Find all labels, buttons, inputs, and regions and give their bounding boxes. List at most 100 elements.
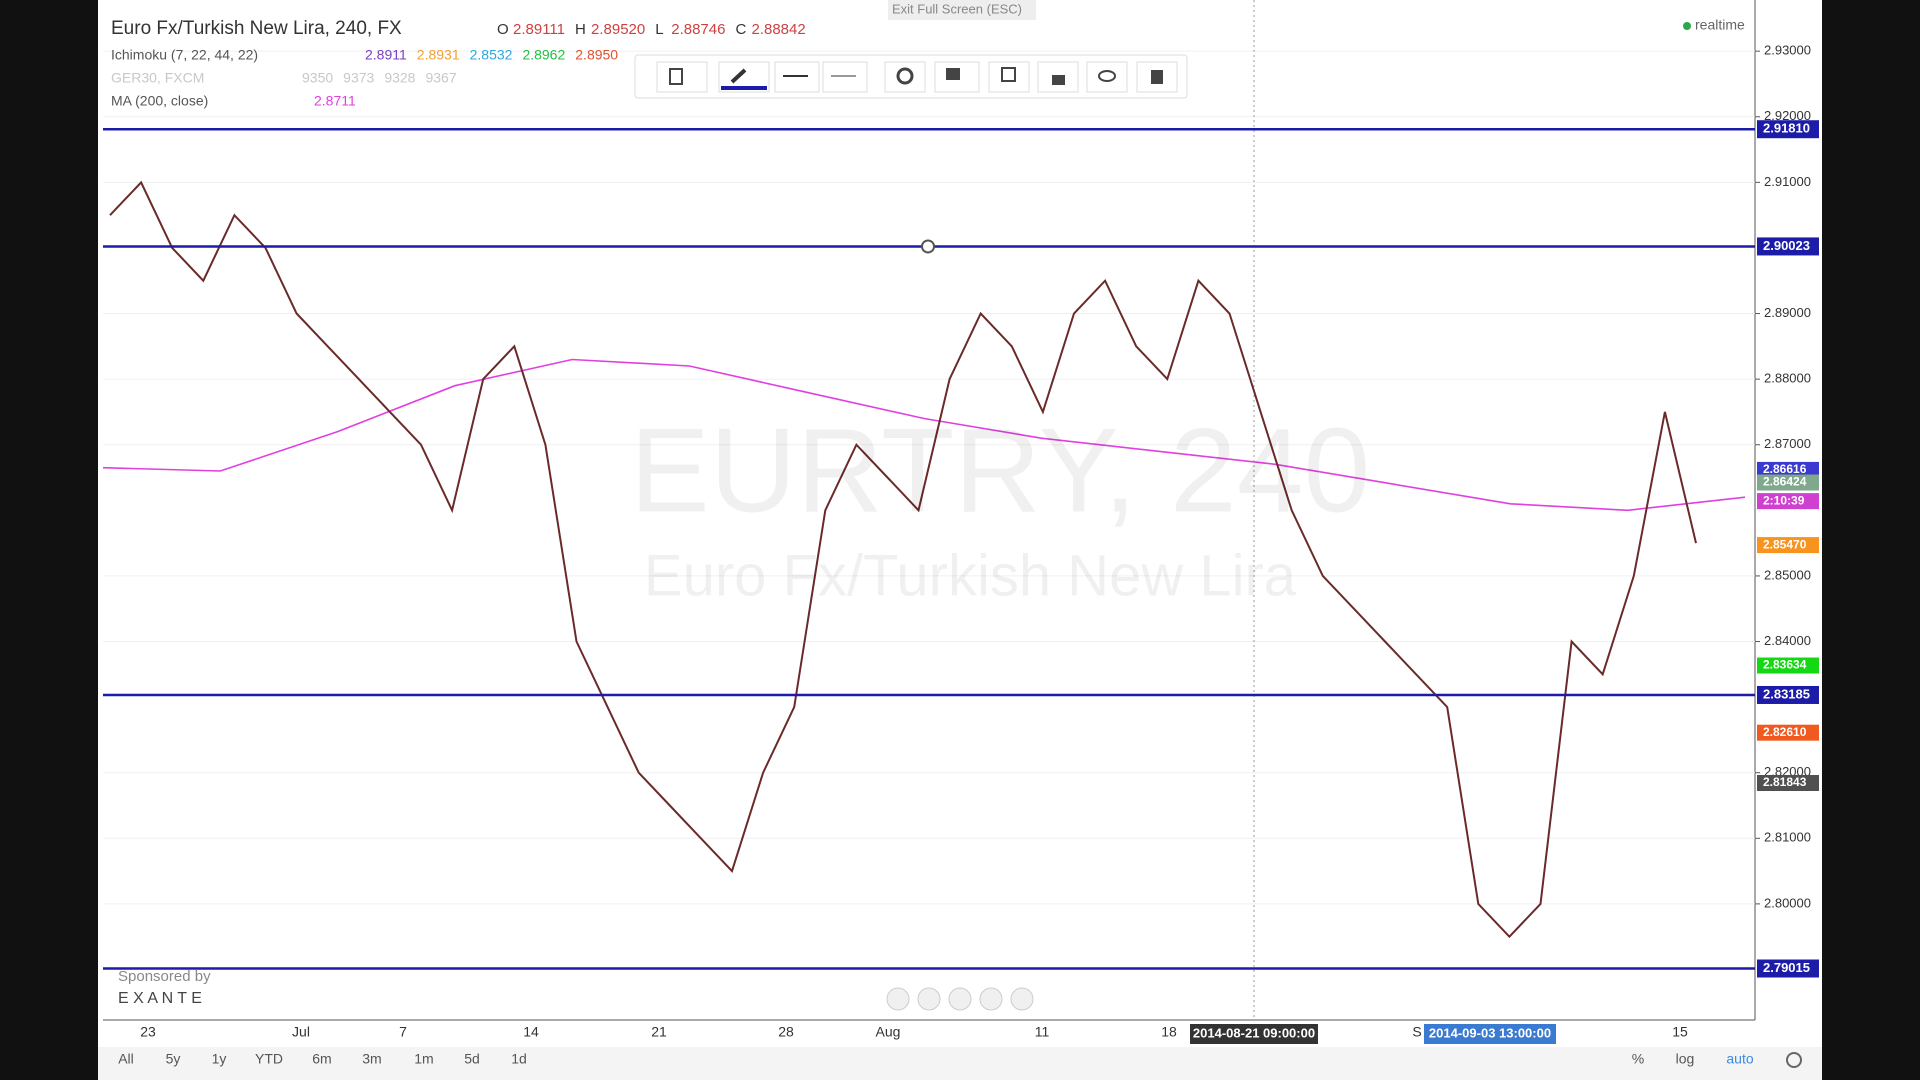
range-button[interactable]: YTD: [255, 1051, 283, 1067]
indicator-value: 9367: [425, 70, 456, 86]
scroll-right[interactable]: [1010, 987, 1034, 1011]
y-tick-label: 2.81000: [1764, 830, 1811, 845]
symbol-title: Euro Fx/Turkish New Lira, 240, FX: [111, 18, 402, 39]
nav-controls: [886, 987, 1034, 1011]
indicators: Ichimoku (7, 22, 44, 22) 2.8911 2.8931 2.85…: [111, 47, 618, 109]
ohlc: O 2.89111 H 2.89520 L 2.88746 C 2.88842: [497, 21, 806, 38]
visibility-btn[interactable]: [934, 61, 980, 93]
zoom-out[interactable]: [917, 987, 941, 1011]
indicator-value: 2.8532: [470, 47, 513, 63]
zoom-in[interactable]: [979, 987, 1003, 1011]
x-tick-label: 23: [140, 1024, 156, 1040]
indicator-name: GER30, FXCM: [111, 70, 204, 86]
exit-fullscreen[interactable]: Exit Full Screen (ESC): [892, 1, 1022, 16]
icon: [946, 68, 960, 80]
x-tick-label: 21: [651, 1024, 667, 1040]
ohlc-key: L: [655, 21, 663, 38]
price-badge: 2.82610: [1763, 725, 1807, 739]
x-tick-label: 7: [399, 1024, 407, 1040]
indicator-name: Ichimoku (7, 22, 44, 22): [111, 47, 258, 63]
watermark: Euro Fx/Turkish New Lira: [644, 543, 1297, 608]
ohlc-value: 2.89111: [513, 21, 565, 38]
crosshair-time-bg: [1190, 1024, 1318, 1044]
y-tick-label: 2.84000: [1764, 633, 1811, 648]
ohlc-key: H: [575, 21, 586, 38]
indicator-value: 2.8911: [365, 47, 407, 63]
y-tick-label: 2.93000: [1764, 43, 1811, 58]
price-badge: 2:10:39: [1763, 493, 1805, 507]
price-badge-bg: [1757, 775, 1819, 792]
icon: [896, 67, 914, 85]
range-button[interactable]: 1d: [511, 1051, 527, 1067]
x-tick-label: 14: [523, 1024, 539, 1040]
price-badge-bg: [1757, 537, 1819, 554]
crosshair-time: 2014-09-03 13:00:00: [1429, 1025, 1551, 1040]
range-button[interactable]: 5y: [166, 1051, 181, 1067]
price-badge-bg: [1757, 461, 1819, 478]
range-button[interactable]: 1y: [212, 1051, 227, 1067]
range-button[interactable]: 1m: [414, 1051, 433, 1067]
hide-btn[interactable]: [1086, 61, 1128, 93]
bottom-bar: [98, 1047, 1822, 1080]
y-tick-label: 2.85000: [1764, 567, 1811, 582]
clone-btn[interactable]: [988, 61, 1030, 93]
ma-series: [102, 358, 1746, 512]
range-bar: All 5y 1y YTD 6m 3m 1m 5d 1d% log auto: [118, 1051, 1802, 1068]
range-button[interactable]: 5d: [464, 1051, 480, 1067]
y-tick-label: 2.89000: [1764, 305, 1811, 320]
x-tick-label: Jul: [292, 1024, 310, 1040]
x-tick-label: 11: [1035, 1024, 1050, 1040]
y-tick-label: 2.92000: [1764, 108, 1811, 123]
price-badge-bg: [1757, 724, 1819, 741]
price-label-bg: [1757, 237, 1819, 256]
settings-gear[interactable]: [1786, 1052, 1802, 1068]
style-btn[interactable]: [822, 61, 868, 93]
panel: [98, 0, 1822, 1080]
scroll-left[interactable]: [886, 987, 910, 1011]
price-label-bg: [1757, 959, 1819, 978]
indicator-value: 9373: [343, 70, 374, 86]
price-badge: 2.85470: [1763, 537, 1807, 551]
scale-button[interactable]: %: [1632, 1051, 1644, 1067]
indicator-value: 9328: [384, 70, 415, 86]
icon: [1052, 75, 1065, 85]
settings-btn[interactable]: [884, 61, 926, 93]
indicator-value: 9350: [302, 70, 333, 86]
price-badge: 2.83634: [1763, 658, 1807, 672]
indicator-value: 2.8931: [417, 47, 460, 63]
indicator-value: 2.8962: [522, 47, 565, 63]
watermark: EURTRY, 240: [630, 404, 1370, 538]
range-button[interactable]: 3m: [362, 1051, 381, 1067]
x-tick-label: 28: [778, 1024, 794, 1040]
y-tick-label: 2.88000: [1764, 371, 1811, 386]
indicator-name: MA (200, close): [111, 93, 208, 109]
scale-button[interactable]: auto: [1726, 1051, 1753, 1067]
range-button[interactable]: 6m: [312, 1051, 331, 1067]
scale-button[interactable]: log: [1676, 1051, 1695, 1067]
plot: [102, 0, 1755, 1020]
sponsor-brand[interactable]: E X A N T E: [118, 990, 202, 1007]
ohlc-value: 2.88746: [671, 21, 725, 38]
range-button[interactable]: All: [118, 1051, 134, 1067]
icon: [730, 68, 747, 84]
price-label-bg: [1757, 685, 1819, 704]
ohlc-value: 2.88842: [751, 21, 805, 38]
realtime: realtime: [1695, 17, 1745, 33]
ohlc-value: 2.89520: [591, 21, 645, 38]
y-tick-label: 2.80000: [1764, 895, 1811, 910]
reset[interactable]: [948, 987, 972, 1011]
exit-button[interactable]: [888, 0, 1036, 20]
indicator-value: 2.8950: [575, 47, 618, 63]
crosshair-time-bg: [1424, 1024, 1556, 1044]
price-label: 2.90023: [1763, 238, 1810, 253]
price-label: 2.91810: [1763, 121, 1810, 136]
y-tick-label: 2.87000: [1764, 436, 1811, 451]
icon: [1098, 70, 1116, 82]
realtime-dot: [1683, 22, 1691, 30]
x-tick-label: Aug: [876, 1024, 901, 1040]
line-handle[interactable]: [921, 239, 935, 254]
icon: [1151, 70, 1163, 84]
ohlc-key: C: [735, 21, 746, 38]
